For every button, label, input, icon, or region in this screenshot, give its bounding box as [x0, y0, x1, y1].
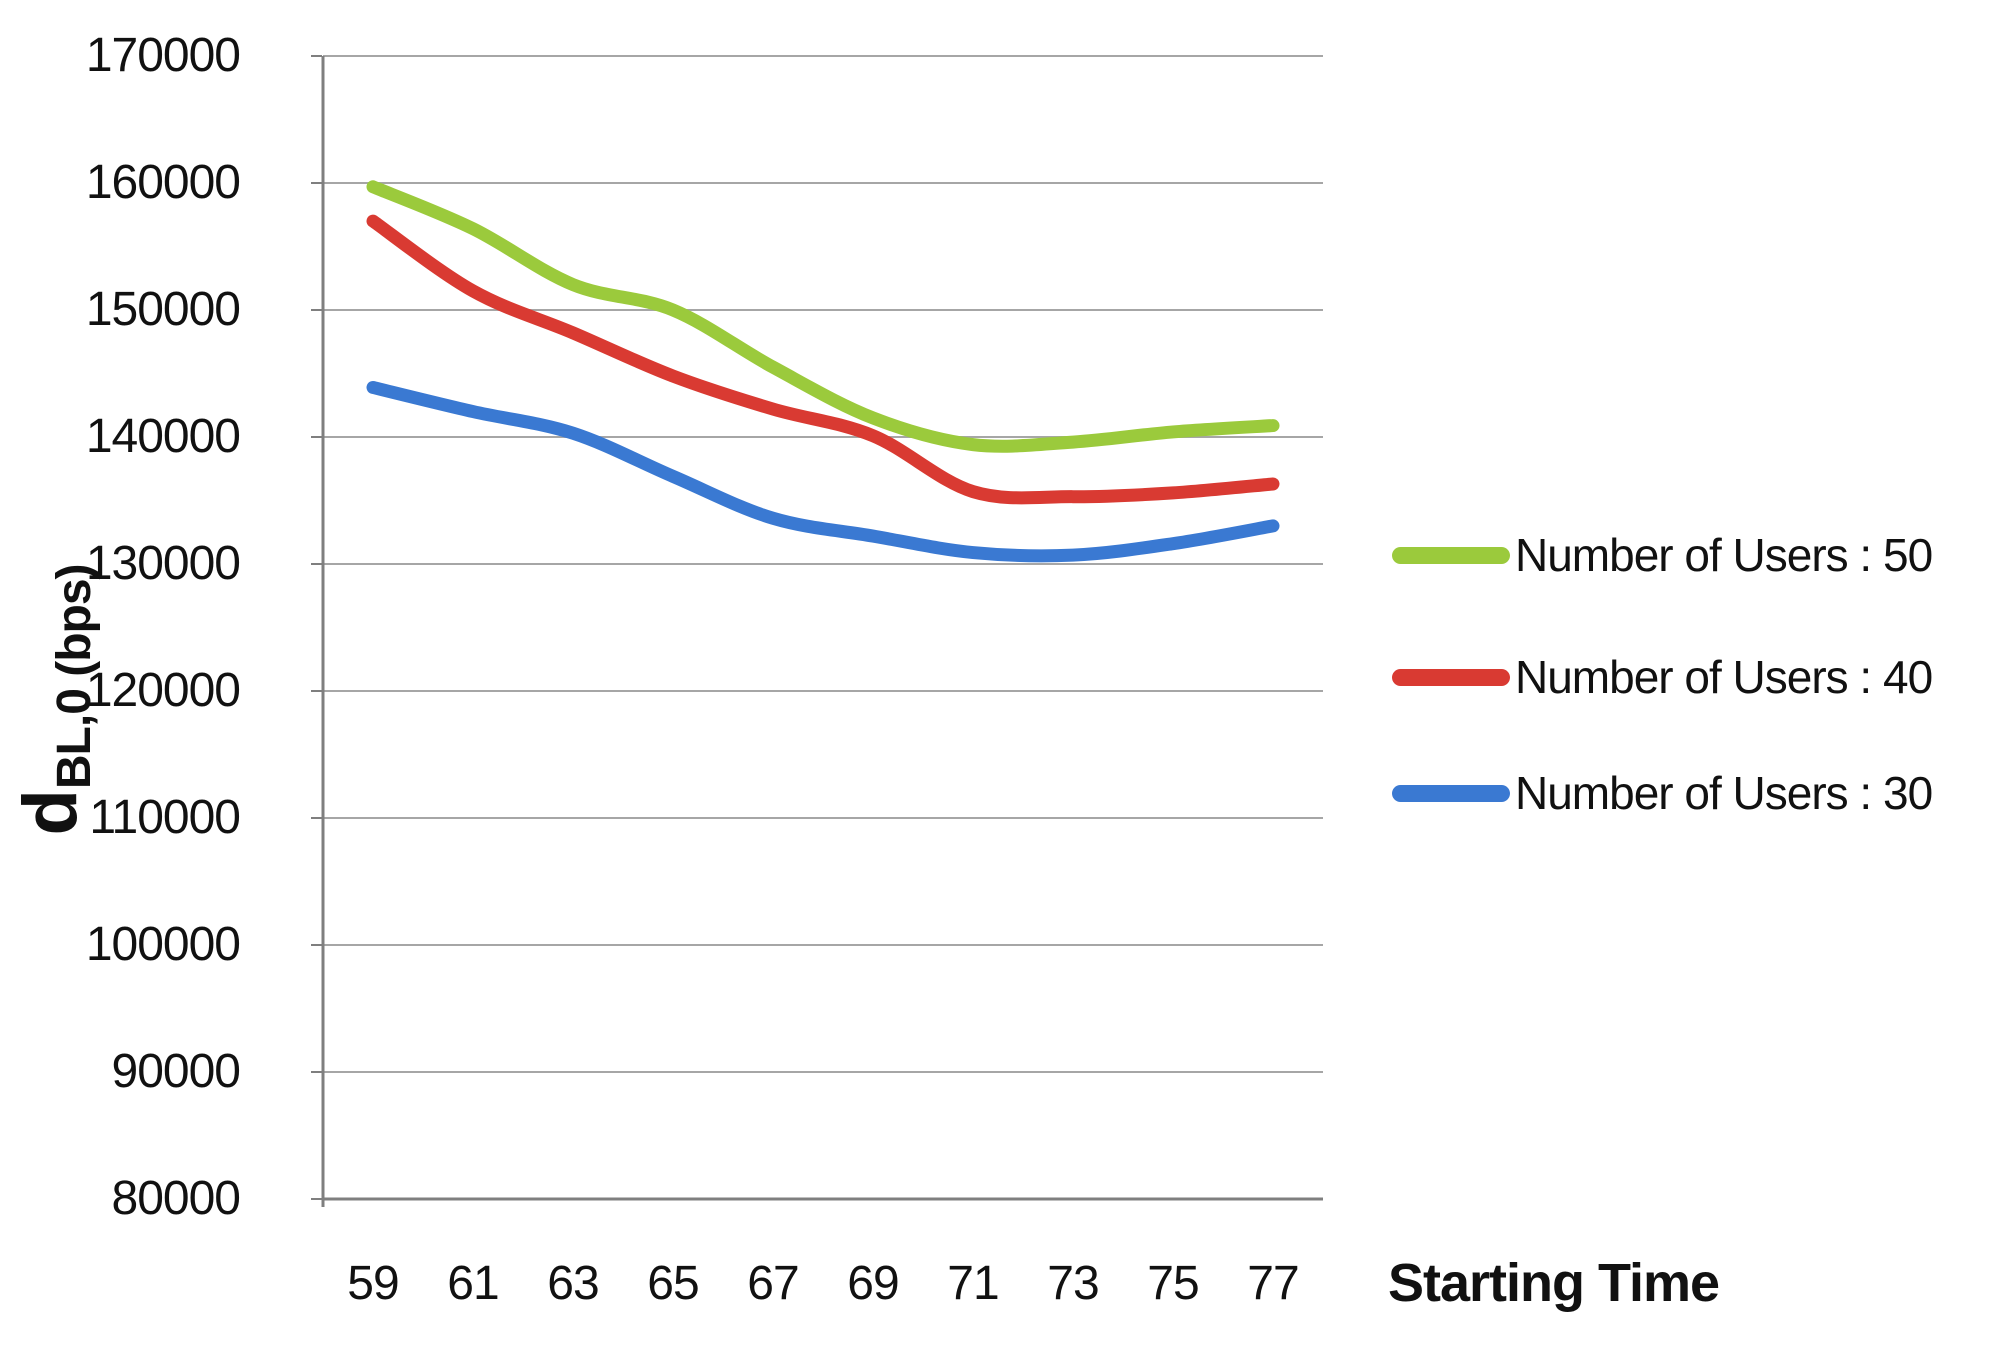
y-axis-title-symbol: d	[8, 789, 93, 836]
x-tick-label: 69	[847, 1257, 899, 1310]
x-tick-label: 61	[447, 1257, 499, 1310]
x-axis-title: Starting Time	[1388, 1253, 1720, 1313]
y-tick-label: 100000	[85, 918, 241, 971]
y-tick-label: 140000	[85, 410, 241, 463]
legend-item-users-30: Number of Users : 30	[1392, 763, 1933, 823]
x-tick-label: 71	[947, 1257, 999, 1310]
y-tick-label: 130000	[85, 537, 241, 590]
x-tick-label: 73	[1047, 1257, 1099, 1310]
legend-label-users-30: Number of Users : 30	[1515, 767, 1933, 819]
legend-swatch-red	[1392, 668, 1510, 686]
y-axis-tick-labels: 80000 90000 100000 110000 120000 130000 140000…	[0, 0, 241, 1353]
legend-item-users-40: Number of Users : 40	[1392, 647, 1933, 707]
y-tick-label: 170000	[85, 29, 241, 82]
y-tick-label: 150000	[85, 283, 241, 336]
y-axis-title-subscript: BL,0 (bps)	[48, 564, 101, 790]
x-tick-label: 59	[347, 1257, 399, 1310]
legend-item-users-50: Number of Users : 50	[1392, 525, 1933, 585]
series-line-2	[366, 380, 1280, 563]
legend-label-users-50: Number of Users : 50	[1515, 529, 1933, 581]
y-tick-label: 160000	[85, 156, 241, 209]
y-tick-label: 80000	[111, 1172, 241, 1225]
x-tick-label: 77	[1247, 1257, 1299, 1310]
x-tick-label: 65	[647, 1257, 699, 1310]
series-line-1	[366, 214, 1280, 505]
x-tick-label: 75	[1147, 1257, 1199, 1310]
y-tick-label: 110000	[89, 791, 241, 844]
x-tick-label: 63	[547, 1257, 599, 1310]
series-line-0	[366, 180, 1280, 453]
y-tick-label: 90000	[111, 1045, 241, 1098]
legend-label-users-40: Number of Users : 40	[1515, 651, 1933, 703]
x-tick-label: 67	[747, 1257, 799, 1310]
legend-swatch-green	[1392, 546, 1510, 564]
legend-swatch-blue	[1392, 784, 1510, 802]
y-axis-title: d BL,0 (bps)	[7, 470, 117, 930]
y-tick-label: 120000	[85, 664, 241, 717]
